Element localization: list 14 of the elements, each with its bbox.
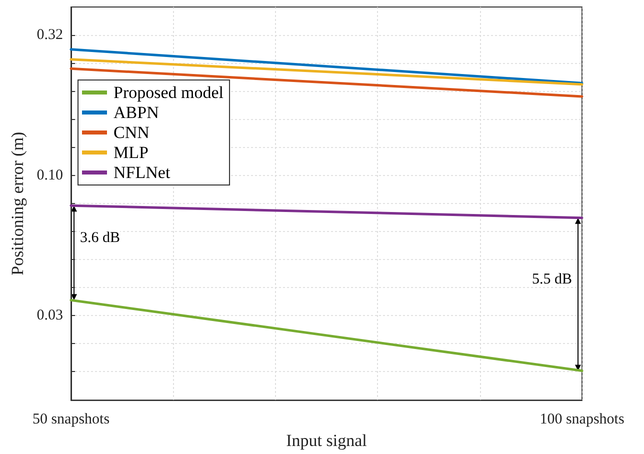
y-tick-label: 0.03	[36, 308, 63, 324]
y-tick-label: 0.10	[36, 167, 63, 184]
legend-label: CNN	[114, 123, 150, 142]
legend-label: ABPN	[114, 103, 159, 122]
legend-label: NFLNet	[114, 163, 170, 182]
x-axis-title: Input signal	[286, 431, 368, 450]
y-axis-title: Positioning error (m)	[8, 132, 27, 276]
x-tick-label: 100 snapshots	[540, 412, 624, 428]
annotation: 3.6 dB	[80, 230, 120, 246]
legend-label: Proposed model	[114, 83, 224, 102]
y-tick-label: 0.32	[36, 27, 63, 44]
x-tick-label: 50 snapshots	[32, 412, 110, 428]
annotation: 5.5 dB	[532, 271, 572, 288]
legend-label: MLP	[114, 143, 148, 162]
